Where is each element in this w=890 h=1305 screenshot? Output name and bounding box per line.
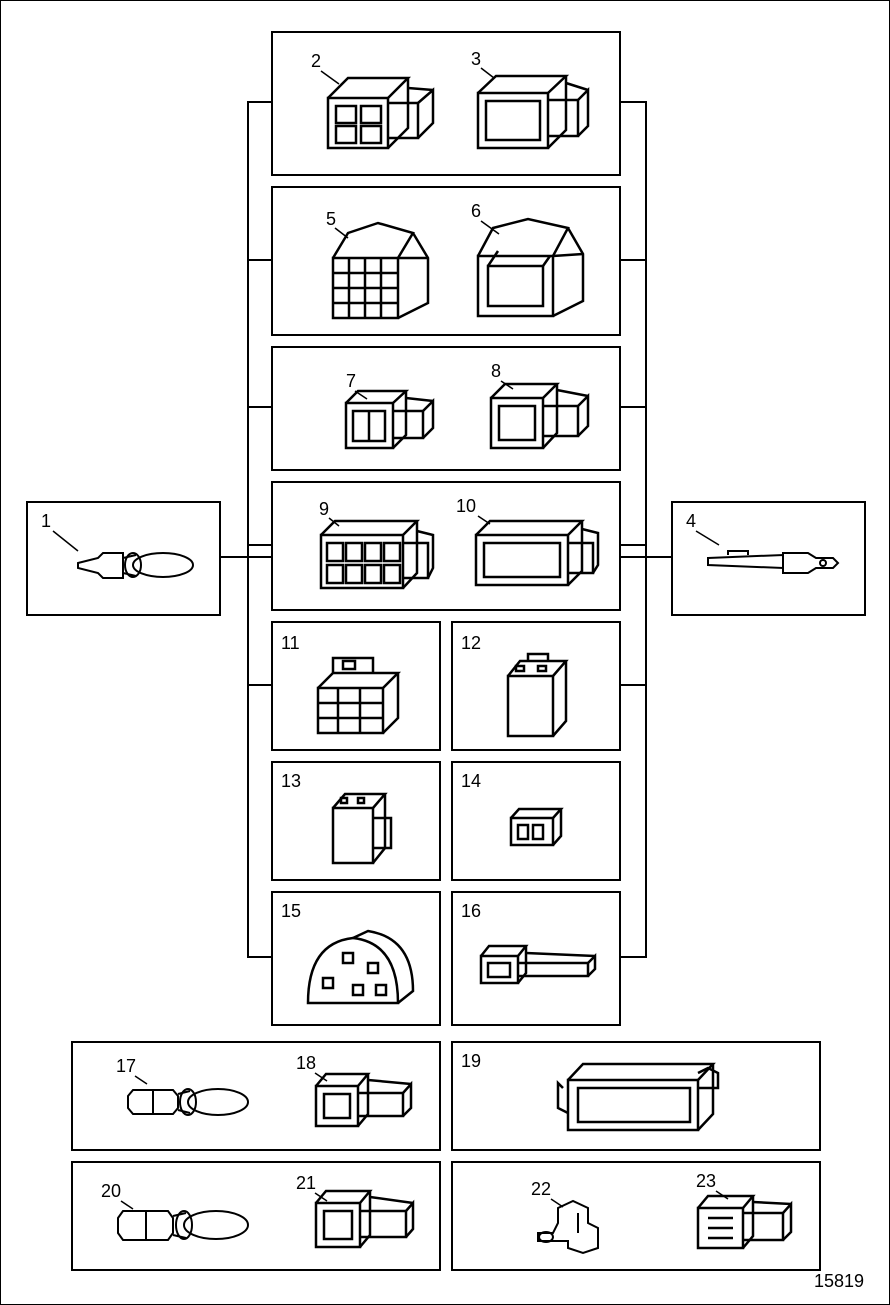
label-15: 15 [281,901,301,922]
leader-20 [119,1199,137,1211]
relay-socket-icon-11 [308,653,418,743]
part-box-20-21 [71,1161,441,1271]
terminal-icon-1 [68,543,203,588]
leader-1 [48,526,88,556]
connector-icon-16 [473,938,603,993]
part-box-19 [451,1041,821,1151]
leader-22 [549,1197,567,1209]
leader-9 [327,516,342,528]
leader-8 [499,379,517,391]
label-13: 13 [281,771,301,792]
terminal-icon-22 [528,1193,623,1263]
part-box-22-23 [451,1161,821,1271]
part-box-7-8 [271,346,621,471]
connector-icon-3 [468,68,593,163]
leader-7 [353,389,371,401]
leader-17 [133,1074,151,1086]
connector-icon-19 [553,1058,743,1143]
diagram-page: 1 [0,0,890,1305]
leader-18 [313,1071,331,1083]
leader-6 [479,219,504,237]
leader-21 [313,1191,331,1203]
label-19: 19 [461,1051,481,1072]
part-box-2-3 [271,31,621,176]
part-box-4 [671,501,866,616]
connector-icon-23 [688,1188,798,1263]
label-14: 14 [461,771,481,792]
label-11: 11 [281,633,300,654]
leader-3 [479,66,499,81]
diagram-id: 15819 [814,1271,864,1292]
label-16: 16 [461,901,481,922]
part-box-1 [26,501,221,616]
connector-icon-13 [323,788,403,873]
part-box-5-6 [271,186,621,336]
leader-4 [694,529,724,549]
label-10: 10 [456,496,476,517]
leader-23 [714,1189,732,1201]
terminal-icon-4 [698,543,848,583]
label-12: 12 [461,633,481,654]
connector-icon-12 [498,651,583,746]
connector-icon-14 [503,803,578,853]
leader-2 [319,69,344,89]
connector-icon-15 [298,923,423,1018]
leader-10 [476,514,494,526]
leader-5 [333,226,353,241]
